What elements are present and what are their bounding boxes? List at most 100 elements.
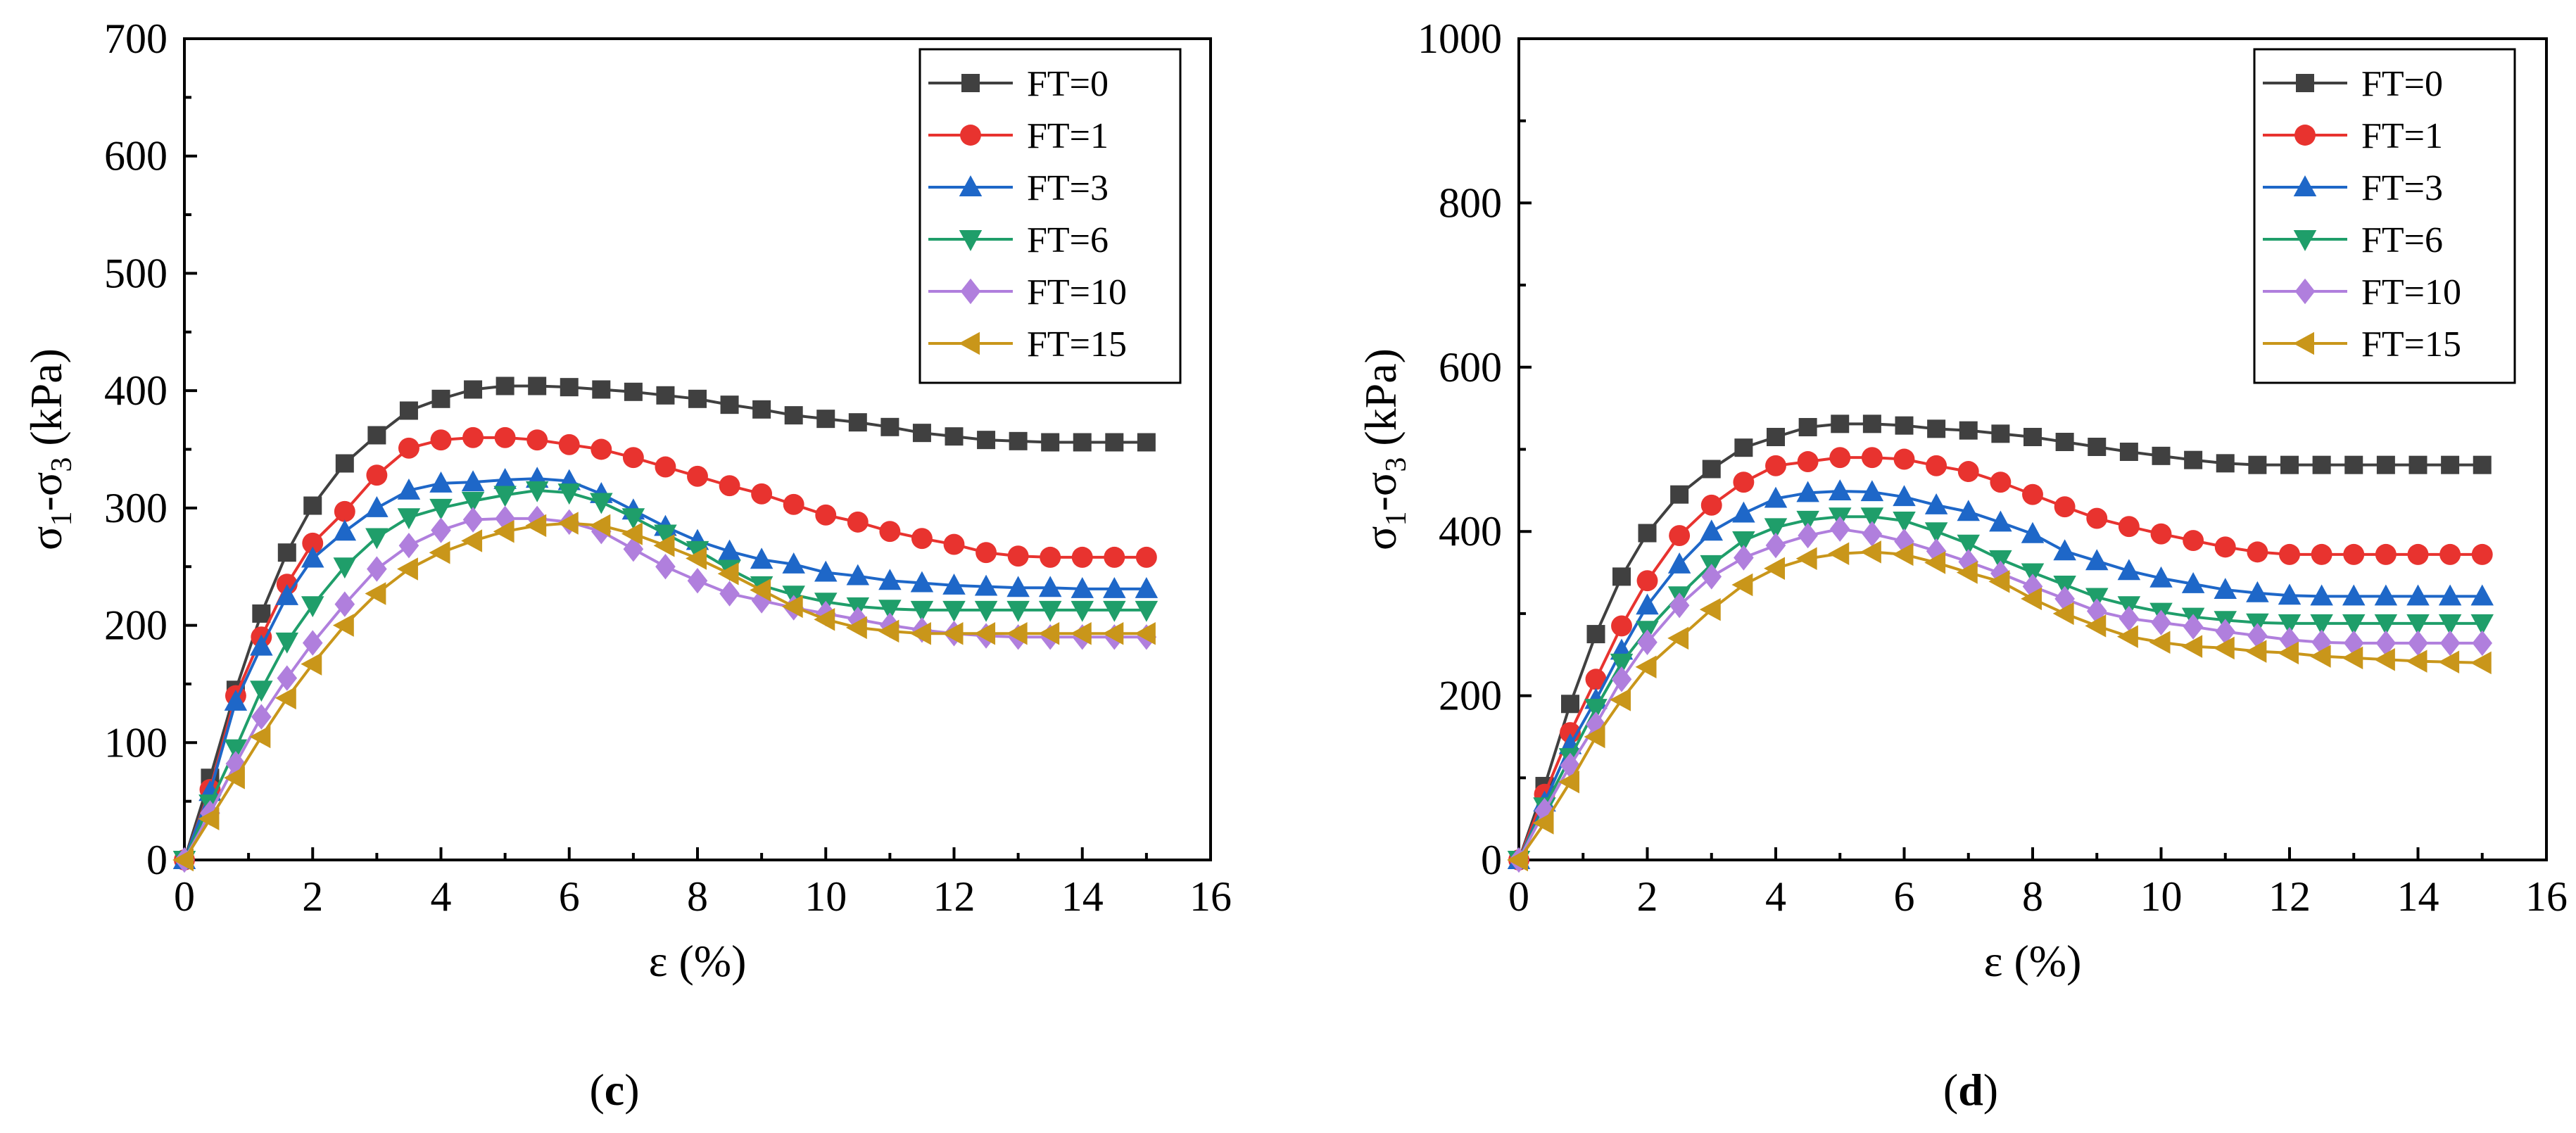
data-point xyxy=(494,426,516,448)
data-point xyxy=(2181,635,2203,658)
data-point xyxy=(1585,669,1607,690)
legend-box xyxy=(918,48,1182,384)
data-point xyxy=(655,554,676,580)
data-point xyxy=(2183,530,2204,551)
data-point xyxy=(1071,600,1094,622)
data-point xyxy=(1734,545,1754,571)
data-point xyxy=(224,739,248,761)
data-point xyxy=(2311,543,2332,565)
panel-letter: d xyxy=(1958,1065,1983,1115)
data-point xyxy=(2342,614,2366,635)
data-point xyxy=(1831,414,1850,433)
series-line xyxy=(183,436,1147,861)
data-point xyxy=(945,427,964,446)
data-point xyxy=(525,481,549,502)
y-tick-label: 0 xyxy=(146,837,168,883)
data-point xyxy=(688,389,707,408)
x-tick-label: 6 xyxy=(1894,873,1915,920)
data-point xyxy=(621,522,643,545)
data-point xyxy=(751,483,773,505)
data-point xyxy=(2438,584,2462,606)
data-point xyxy=(225,751,246,777)
data-point xyxy=(2279,543,2300,565)
y-axis-label: σ1-σ3 (kPa) xyxy=(21,348,78,550)
data-point xyxy=(429,540,450,564)
data-point xyxy=(275,583,299,605)
data-point xyxy=(653,533,675,557)
data-point xyxy=(334,591,355,617)
data-point xyxy=(2407,543,2429,565)
data-point xyxy=(335,454,354,473)
data-point xyxy=(2408,455,2427,474)
data-point xyxy=(1860,540,1881,564)
y-tick-label: 400 xyxy=(1439,508,1502,555)
data-point xyxy=(398,437,419,459)
data-point xyxy=(1892,543,1914,566)
legend-label: FT=0 xyxy=(1027,64,1109,104)
data-point xyxy=(622,447,644,469)
data-point xyxy=(974,621,996,645)
data-point xyxy=(333,557,357,579)
data-point xyxy=(976,542,997,564)
x-tick-label: 4 xyxy=(1765,873,1786,920)
data-point xyxy=(878,569,902,590)
data-point xyxy=(1732,531,1755,552)
data-point xyxy=(1610,688,1631,711)
data-point xyxy=(493,519,514,543)
data-point xyxy=(1135,576,1158,598)
legend-box xyxy=(2253,48,2516,384)
data-point xyxy=(1102,621,1124,645)
data-point xyxy=(429,471,453,493)
y-tick-label: 200 xyxy=(104,602,168,649)
y-tick-label: 800 xyxy=(1439,179,1502,226)
data-point xyxy=(1798,522,1818,549)
data-point xyxy=(1071,576,1094,598)
data-point xyxy=(942,573,966,595)
data-point xyxy=(1699,597,1721,621)
data-point xyxy=(2216,454,2235,473)
data-point xyxy=(2214,536,2236,558)
data-point xyxy=(816,410,835,429)
x-tick-label: 10 xyxy=(804,873,847,920)
y-tick-label: 1000 xyxy=(1418,15,1502,62)
data-point xyxy=(2470,584,2494,606)
data-point xyxy=(2343,543,2365,565)
data-point xyxy=(1104,546,1125,568)
data-point xyxy=(274,686,296,710)
series-ft-15 xyxy=(172,512,1156,872)
data-point xyxy=(1860,507,1884,529)
y-tick-label: 600 xyxy=(104,133,168,179)
data-point xyxy=(1667,552,1691,574)
data-point xyxy=(2022,483,2043,505)
legend-marker xyxy=(2296,74,2314,92)
data-point xyxy=(252,604,271,623)
data-point xyxy=(2406,650,2427,673)
data-point xyxy=(1861,447,1883,469)
x-axis-label: ε (%) xyxy=(649,936,747,986)
data-point xyxy=(1103,600,1126,622)
data-point xyxy=(429,498,453,520)
data-point xyxy=(397,508,421,530)
data-point xyxy=(2150,523,2172,545)
data-point xyxy=(878,600,902,621)
data-point xyxy=(1636,593,1659,615)
data-point xyxy=(2375,543,2397,565)
data-point xyxy=(2472,630,2493,657)
data-point xyxy=(1038,621,1060,645)
data-point xyxy=(301,596,324,618)
data-point xyxy=(1767,427,1785,446)
data-point xyxy=(591,438,612,460)
data-point xyxy=(334,500,355,522)
data-point xyxy=(1895,416,1914,435)
data-point xyxy=(1584,725,1605,749)
data-point xyxy=(656,386,675,405)
data-point xyxy=(910,600,934,622)
legend-label: FT=1 xyxy=(2361,116,2443,156)
data-point xyxy=(2470,651,2492,675)
data-point xyxy=(462,426,484,448)
data-point xyxy=(2118,516,2140,538)
data-point xyxy=(1586,625,1605,644)
data-point xyxy=(2470,614,2494,635)
data-point xyxy=(332,614,354,637)
y-axis-label-part: (kPa) xyxy=(21,348,71,457)
